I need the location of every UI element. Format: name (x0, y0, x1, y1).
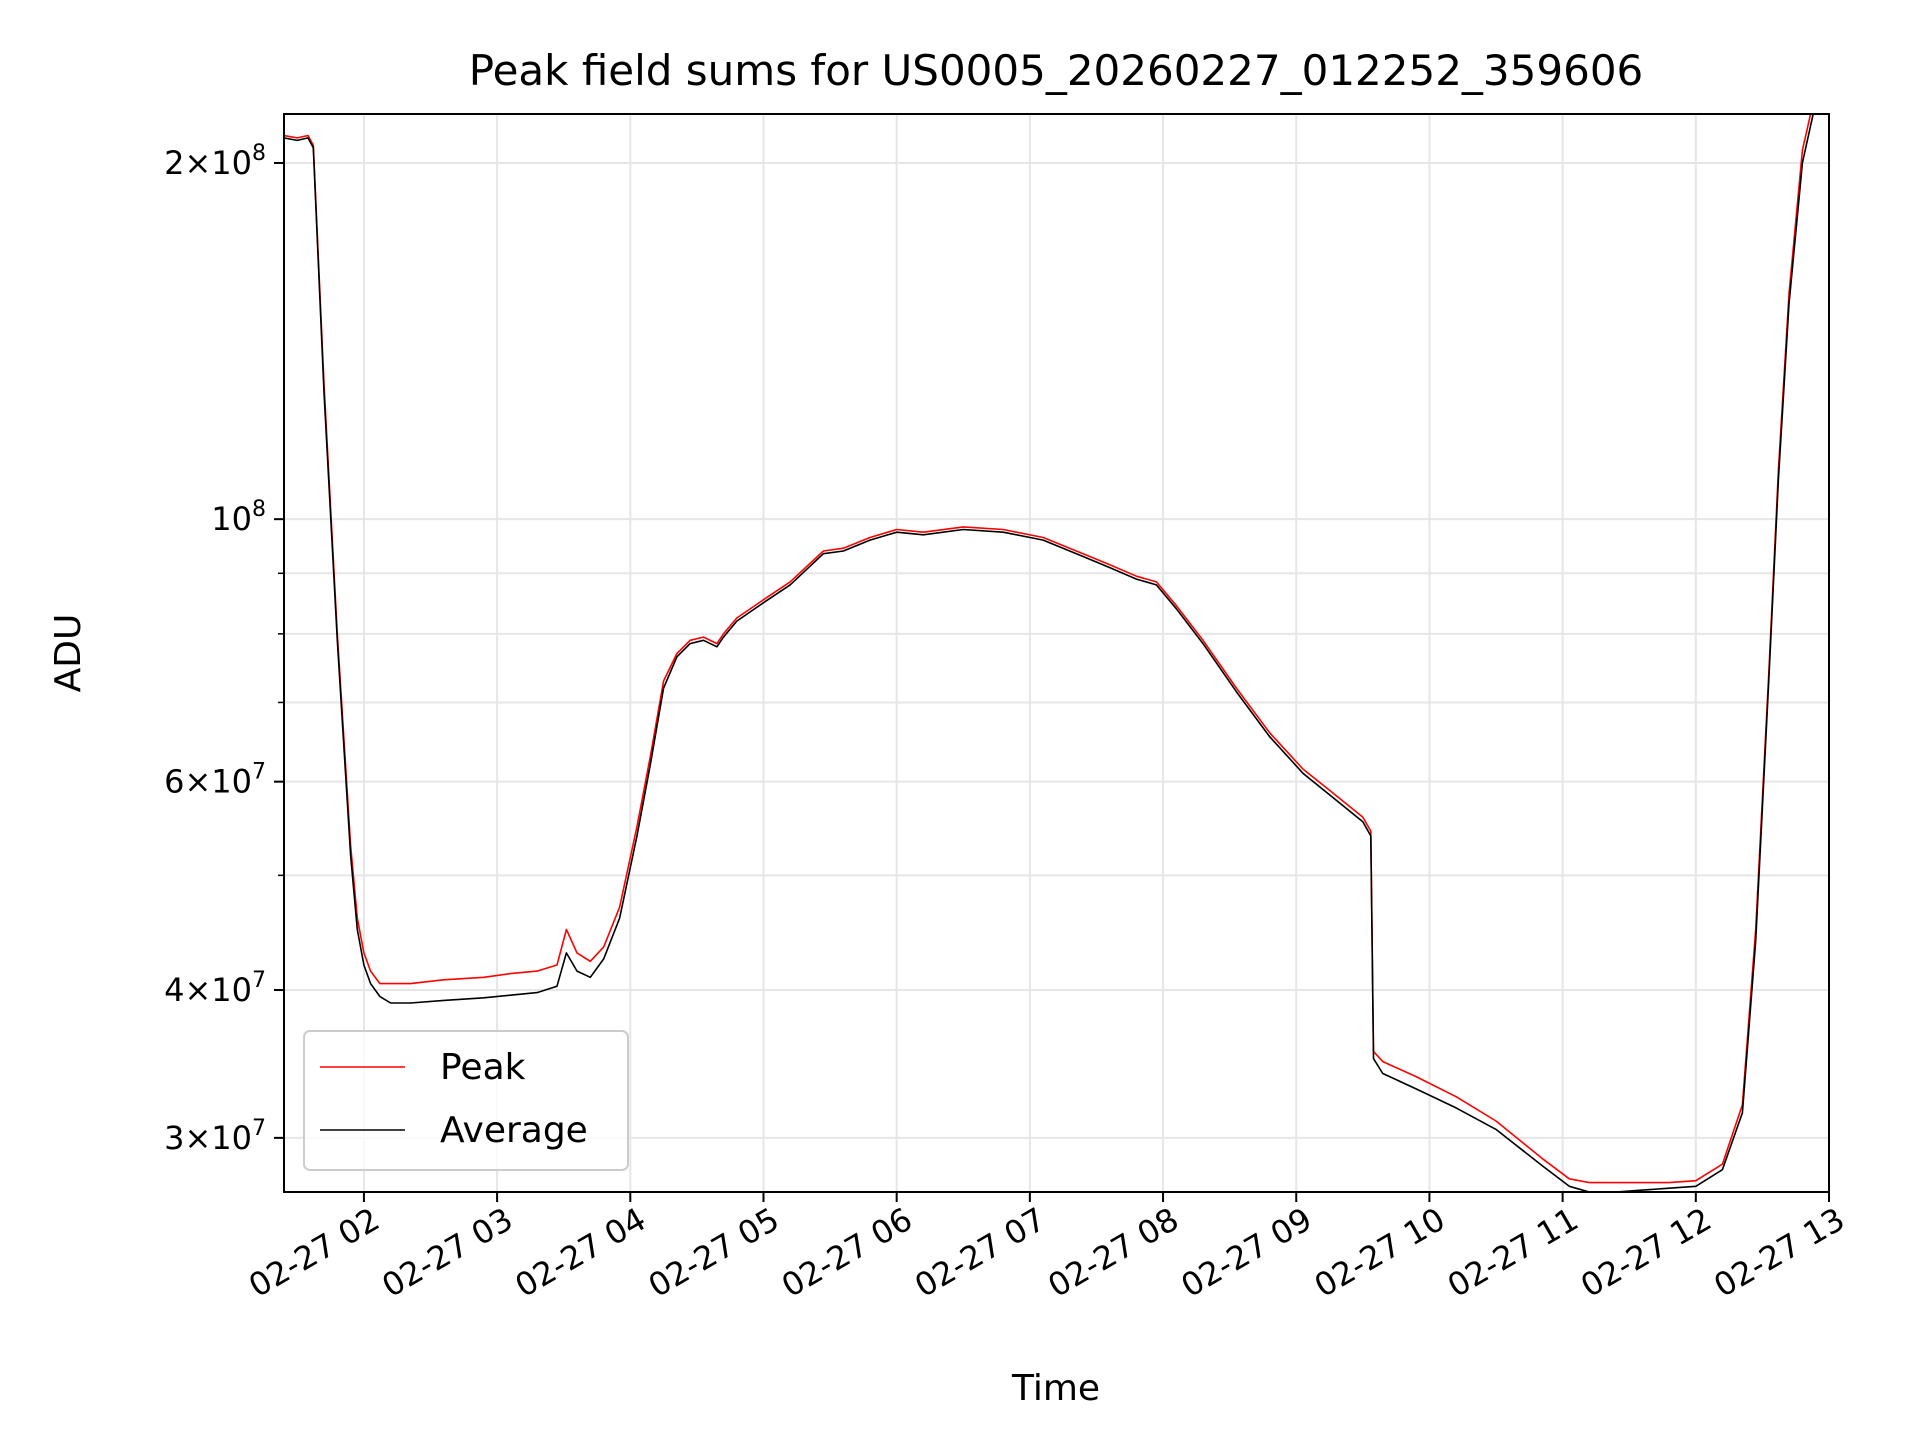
legend-label-average: Average (440, 1110, 588, 1151)
legend-box (303, 1030, 629, 1171)
y-axis-label: ADU (48, 614, 89, 693)
x-axis-label: Time (1011, 1368, 1100, 1409)
y-tick-label: 4×107 (164, 968, 266, 1009)
y-axis: 3×107 4×107 6×107 108 2×108 (164, 141, 284, 1157)
series-line-peak (284, 114, 1812, 1184)
y-tick-label: 2×108 (164, 141, 266, 182)
y-tick-label: 6×107 (164, 760, 266, 801)
legend: Peak Average (303, 1030, 629, 1171)
legend-label-peak: Peak (440, 1047, 526, 1088)
chart-title: Peak field sums for US0005_20260227_0122… (469, 46, 1644, 95)
y-tick-label: 3×107 (164, 1116, 266, 1157)
plot-area-frame (283, 113, 1830, 1193)
y-tick-label: 108 (211, 497, 266, 538)
